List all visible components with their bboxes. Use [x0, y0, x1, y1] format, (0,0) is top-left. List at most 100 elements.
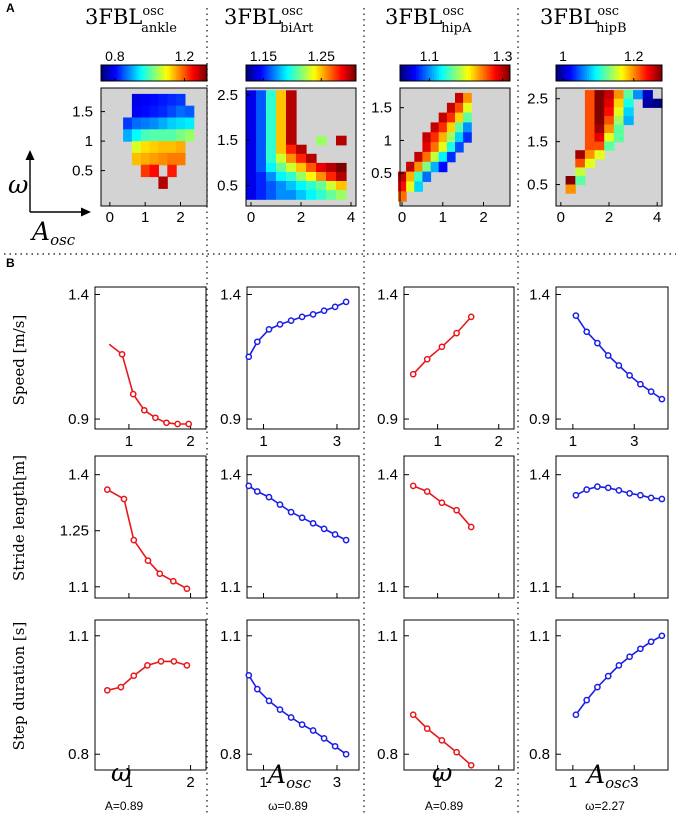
colorbar-segment: [593, 65, 597, 81]
x-tick-label: 1: [439, 209, 447, 226]
fixed-param-ankle: A=0.89: [105, 799, 144, 813]
heatmap-cell: [422, 142, 432, 153]
heatmap-cell: [306, 181, 317, 191]
heatmap-cell: [149, 152, 159, 166]
colorbar-segment: [589, 65, 592, 81]
colorbar-segment: [609, 65, 612, 81]
data-point: [572, 711, 580, 719]
x-tick-label: 1: [259, 774, 267, 791]
heatmap-cell: [286, 162, 297, 173]
heatmap-cell: [176, 105, 186, 119]
y-tick-label: 1.4: [68, 286, 89, 303]
heatmap-cell: [604, 124, 615, 134]
colorbar-segment: [248, 65, 252, 81]
heatmap-cell: [613, 90, 624, 100]
x-tick-label: 3: [630, 433, 638, 450]
ylabel-step: Step duration [s]: [10, 622, 28, 751]
colorbar-segment: [402, 65, 406, 81]
heatmap-cell: [336, 162, 347, 173]
colorbar-segment: [452, 65, 456, 81]
heatmap-cell: [296, 153, 307, 164]
colorbar-segment: [330, 65, 334, 81]
data-point: [129, 390, 137, 398]
colorbar-segment: [409, 65, 412, 81]
data-point: [183, 585, 191, 593]
data-point: [144, 557, 152, 564]
data-point: [309, 311, 317, 318]
heatmap-biart: 1.15 1.25 0 2 4 0.5 1.5 2.5: [217, 48, 357, 226]
y-tick-label: 0.8: [377, 746, 398, 763]
colorbar-tick-label: 1.2: [175, 48, 195, 64]
data-point: [169, 577, 177, 585]
heatmap-cell: [613, 107, 624, 117]
colorbar-segment: [416, 65, 419, 81]
colorbar-segment: [436, 65, 440, 81]
heatmap-cell: [246, 90, 257, 100]
heatmap-cell: [256, 190, 267, 200]
heatmap-cell: [140, 117, 151, 130]
data-point: [130, 672, 138, 680]
colorbar-segment: [491, 65, 495, 81]
y-tick-label: 1.4: [377, 286, 398, 303]
heatmap-cell: [575, 167, 586, 177]
colorbar-frame: [399, 64, 511, 82]
colorbar-segment: [628, 65, 632, 81]
heatmap-cell: [276, 172, 287, 182]
data-point: [423, 488, 431, 495]
y-tick-label: 1.4: [529, 286, 550, 303]
heatmap-cell: [446, 122, 456, 133]
colorbar-segment: [266, 65, 270, 81]
heatmap-cell: [149, 93, 159, 107]
data-point: [183, 662, 191, 669]
heatmap-cell: [286, 144, 297, 155]
heatmap-cell: [149, 141, 159, 154]
heatmap-cell: [463, 112, 472, 123]
colorbar-frame: [100, 64, 208, 82]
data-point: [144, 662, 151, 669]
data-point: [152, 414, 159, 422]
colorbar-segment: [191, 65, 195, 81]
data-point: [120, 495, 128, 503]
heatmap-cell: [246, 153, 257, 164]
colorbar-segment: [659, 65, 663, 81]
x-tick-label: 2: [605, 209, 613, 226]
colorbar-segment: [156, 65, 159, 81]
heatmap-frame: [100, 87, 208, 207]
colorbar-segment: [653, 65, 656, 81]
xlabel-aosc-biart: Aosc: [266, 760, 312, 792]
colorbar-segment: [326, 65, 329, 81]
heatmap-cell: [584, 115, 596, 126]
heatmap-hipa: 1.1 1.3 0 1 2 0.5 1 1.5: [371, 48, 512, 226]
colorbar-segment: [127, 65, 131, 81]
x-tick-label: 0: [557, 209, 565, 226]
colorbar-segment: [303, 65, 307, 81]
heatmap-cell: [613, 98, 624, 108]
data-point: [658, 495, 666, 503]
heatmap-cell: [286, 172, 297, 182]
colorbar-segment: [657, 65, 661, 81]
heatmap-cell: [613, 133, 624, 143]
heatmap-cell: [398, 191, 407, 202]
colorbar-segment: [569, 65, 572, 81]
x-tick-label: 1: [125, 433, 133, 450]
colorbar-segment: [193, 65, 197, 81]
plot-frame: [403, 619, 515, 771]
heatmap-cell: [326, 162, 337, 173]
heatmap-cell: [246, 108, 257, 119]
heatmap-cell: [256, 153, 267, 164]
colorbar-segment: [573, 65, 577, 81]
colorbar-segment: [189, 65, 193, 81]
colorbar-tick-label: 1.2: [624, 48, 644, 64]
colorbar-segment: [114, 65, 117, 81]
heatmap-cell: [246, 126, 257, 137]
heatmap-cell: [266, 162, 277, 173]
heatmap-cell: [176, 117, 186, 130]
data-point: [658, 395, 666, 403]
colorbar-segment: [307, 65, 311, 81]
x-tick-label: 1: [569, 433, 577, 450]
heatmap-cell: [633, 90, 644, 100]
colorbar-segment: [129, 65, 133, 81]
colorbar-segment: [305, 65, 309, 81]
data-point: [298, 313, 306, 321]
